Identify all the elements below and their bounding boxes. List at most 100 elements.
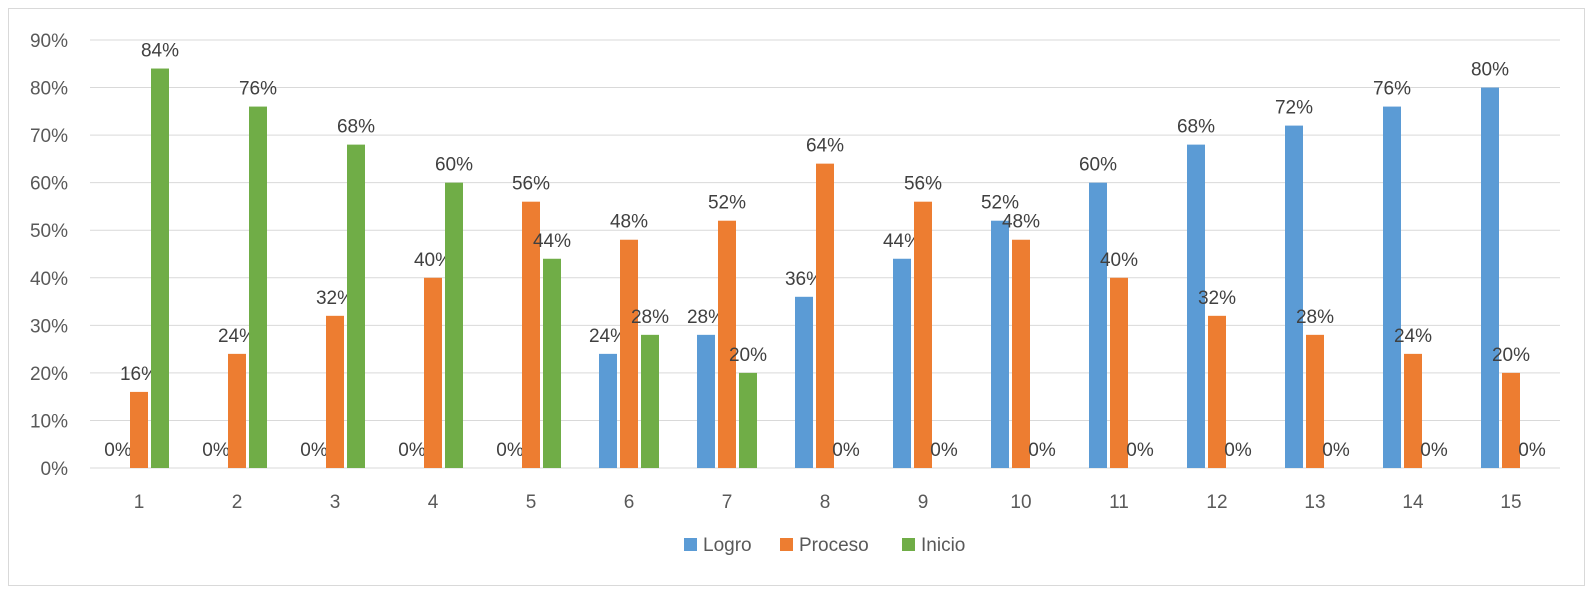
data-label: 0% — [1518, 440, 1546, 461]
x-tick-label: 2 — [232, 492, 243, 513]
x-tick-label: 3 — [330, 492, 341, 513]
data-label: 28% — [687, 307, 725, 328]
bar-logro — [1383, 106, 1401, 469]
legend-swatch — [902, 538, 915, 551]
bar-inicio — [543, 258, 561, 468]
bar-logro — [795, 296, 813, 468]
data-label: 0% — [300, 440, 328, 461]
y-tick-label: 70% — [30, 126, 68, 147]
bar-proceso — [1012, 239, 1030, 468]
data-label: 64% — [806, 136, 844, 157]
data-label: 0% — [496, 440, 524, 461]
data-label: 24% — [589, 326, 627, 347]
bar-logro — [599, 353, 617, 468]
y-tick-label: 40% — [30, 269, 68, 290]
data-label: 44% — [533, 231, 571, 252]
x-tick-label: 8 — [820, 492, 831, 513]
x-tick-label: 15 — [1500, 492, 1521, 513]
bar-logro — [1285, 125, 1303, 468]
data-label: 28% — [1296, 307, 1334, 328]
data-label: 68% — [337, 117, 375, 138]
data-label: 68% — [1177, 117, 1215, 138]
bar-proceso — [522, 201, 540, 468]
bar-inicio — [445, 182, 463, 468]
data-label: 32% — [1198, 288, 1236, 309]
data-label: 60% — [1079, 155, 1117, 176]
data-label: 0% — [104, 440, 132, 461]
data-label: 16% — [120, 364, 158, 385]
bar-inicio — [641, 334, 659, 468]
data-label: 40% — [414, 250, 452, 271]
legend-label: Proceso — [799, 535, 869, 556]
bar-proceso — [620, 239, 638, 468]
legend-label: Logro — [703, 535, 752, 556]
bar-proceso — [718, 220, 736, 468]
bar-logro — [697, 334, 715, 468]
data-label: 0% — [1224, 440, 1252, 461]
legend-swatch — [684, 538, 697, 551]
legend-label: Inicio — [921, 535, 965, 556]
data-label: 80% — [1471, 60, 1509, 81]
data-label: 0% — [832, 440, 860, 461]
y-tick-label: 20% — [30, 364, 68, 385]
bar-proceso — [1306, 334, 1324, 468]
x-tick-label: 12 — [1206, 492, 1227, 513]
bar-proceso — [228, 353, 246, 468]
bar-inicio — [249, 106, 267, 469]
data-label: 32% — [316, 288, 354, 309]
data-label: 52% — [708, 193, 746, 214]
x-tick-label: 14 — [1402, 492, 1424, 513]
y-tick-label: 80% — [30, 79, 68, 100]
data-label: 76% — [1373, 79, 1411, 100]
bar-logro — [1187, 144, 1205, 468]
data-label: 0% — [398, 440, 426, 461]
data-label: 36% — [785, 269, 823, 290]
bar-proceso — [130, 391, 148, 468]
data-label: 56% — [512, 174, 550, 195]
bar-proceso — [914, 201, 932, 468]
y-tick-label: 60% — [30, 174, 68, 195]
x-tick-label: 13 — [1304, 492, 1325, 513]
data-label: 76% — [239, 79, 277, 100]
x-tick-label: 7 — [722, 492, 733, 513]
data-label: 84% — [141, 41, 179, 62]
bar-proceso — [816, 163, 834, 468]
x-tick-label: 10 — [1010, 492, 1031, 513]
legend-swatch — [780, 538, 793, 551]
data-label: 0% — [1322, 440, 1350, 461]
data-label: 20% — [729, 345, 767, 366]
data-label: 0% — [1420, 440, 1448, 461]
y-tick-label: 30% — [30, 316, 68, 337]
bar-logro — [1089, 182, 1107, 468]
bar-proceso — [424, 277, 442, 468]
bar-proceso — [1110, 277, 1128, 468]
data-label: 40% — [1100, 250, 1138, 271]
x-tick-label: 4 — [428, 492, 439, 513]
x-tick-label: 11 — [1109, 492, 1129, 513]
data-label: 0% — [202, 440, 230, 461]
y-tick-label: 10% — [30, 411, 68, 432]
bar-proceso — [326, 315, 344, 468]
data-label: 24% — [218, 326, 256, 347]
data-label: 0% — [1126, 440, 1154, 461]
data-label: 20% — [1492, 345, 1530, 366]
chart-border — [8, 8, 1585, 586]
bar-proceso — [1404, 353, 1422, 468]
data-label: 60% — [435, 155, 473, 176]
y-tick-label: 50% — [30, 221, 68, 242]
data-label: 44% — [883, 231, 921, 252]
y-tick-label: 0% — [41, 459, 69, 480]
data-label: 0% — [1028, 440, 1056, 461]
bar-inicio — [347, 144, 365, 468]
x-tick-label: 9 — [918, 492, 929, 513]
data-label: 24% — [1394, 326, 1432, 347]
bar-proceso — [1502, 372, 1520, 468]
bar-proceso — [1208, 315, 1226, 468]
data-label: 56% — [904, 174, 942, 195]
bar-inicio — [151, 68, 169, 469]
bar-logro — [893, 258, 911, 468]
x-tick-label: 5 — [526, 492, 537, 513]
x-tick-label: 1 — [134, 492, 145, 513]
